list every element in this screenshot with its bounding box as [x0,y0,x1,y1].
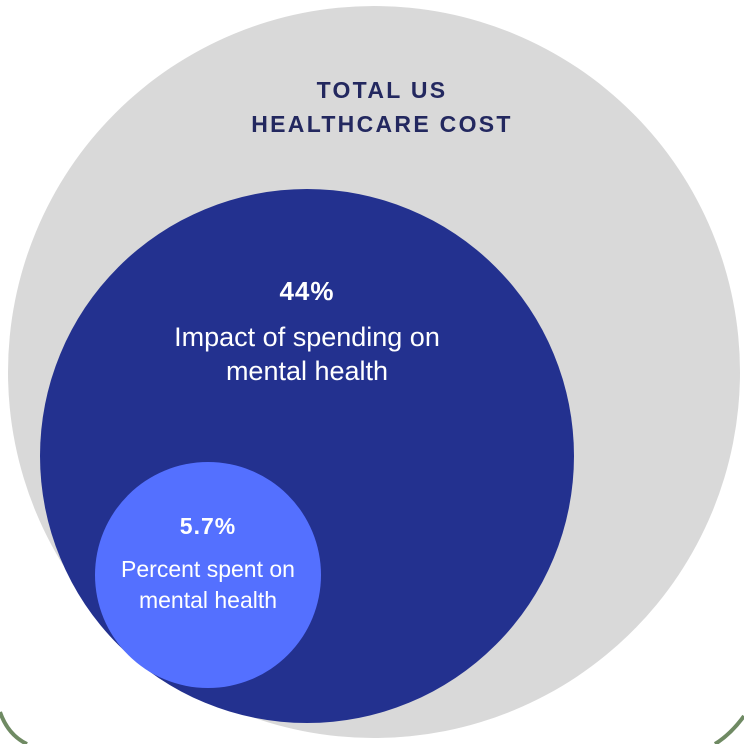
middle-circle-value: 44% [279,276,335,306]
inner-label-line-1: Percent spent on [121,556,295,582]
inner-circle-value: 5.7% [179,513,237,539]
outer-title-line-1: TOTAL US [316,77,448,103]
middle-circle-label: Impact of spending on mental health [132,320,482,388]
outer-title-line-2: HEALTHCARE COST [251,111,513,137]
middle-label-line-1: Impact of spending on [174,322,440,352]
outer-circle-title: TOTAL US HEALTHCARE COST [212,73,552,141]
mental-health-spend-circle [95,462,321,688]
inner-circle-label: Percent spent on mental health [102,554,314,616]
inner-label-line-2: mental health [138,587,278,613]
middle-label-line-2: mental health [225,356,389,386]
